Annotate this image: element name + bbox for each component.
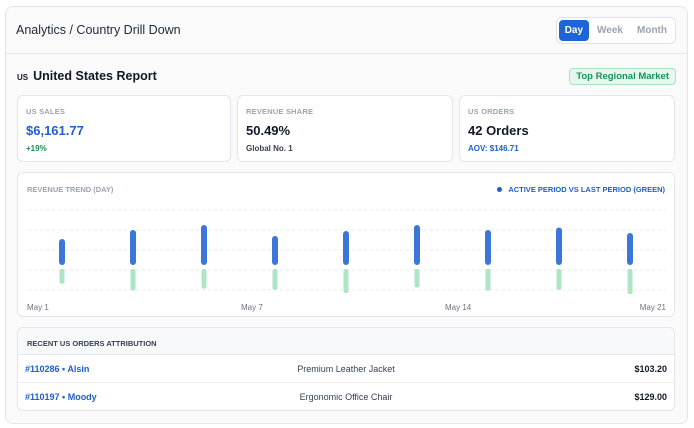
chart-legend: ACTIVE PERIOD VS LAST PERIOD (GREEN) — [497, 185, 665, 194]
table-row[interactable]: #110197 • Moody Ergonomic Office Chair $… — [18, 383, 674, 410]
kpi-sub: Global No. 1 — [246, 144, 293, 153]
last-period-bar — [59, 269, 65, 284]
kpi-label: US SALES — [26, 107, 66, 116]
order-amount: $103.20 — [634, 363, 667, 374]
active-period-bar — [59, 239, 65, 265]
page-title: Analytics / Country Drill Down — [16, 23, 181, 37]
x-tick-label: May 14 — [445, 303, 472, 312]
kpi-card-orders: US ORDERS 42 Orders AOV: $146.71 — [459, 95, 675, 162]
last-period-bar — [485, 269, 491, 291]
active-period-bar — [343, 231, 349, 265]
last-period-bar — [343, 269, 349, 294]
kpi-label: US ORDERS — [468, 107, 515, 116]
recent-orders-card: RECENT US ORDERS ATTRIBUTION #110286 • A… — [17, 327, 675, 411]
table-row[interactable]: #110286 • Alsin Premium Leather Jacket $… — [18, 355, 674, 383]
kpi-delta: +19% — [26, 144, 47, 153]
last-period-bar — [201, 269, 207, 289]
active-period-bar — [556, 227, 562, 265]
kpi-value: 42 Orders — [468, 123, 529, 138]
last-period-bar — [556, 269, 562, 290]
revenue-trend-chart: May 1 May 7 May 14 May 21 REVENUE TREND (DA… — [17, 172, 675, 317]
report-title: US United States Report — [17, 69, 157, 83]
report-header: US United States Report Top Regional Mar… — [17, 65, 676, 87]
order-id-link[interactable]: #110286 • Alsin — [25, 363, 90, 374]
active-period-bar — [485, 230, 491, 265]
active-period-bar — [130, 230, 136, 265]
legend-label: ACTIVE PERIOD VS LAST PERIOD (GREEN) — [508, 185, 665, 194]
last-period-bar — [627, 269, 633, 295]
period-day-button[interactable]: Day — [558, 19, 590, 41]
x-tick-label: May 7 — [241, 303, 263, 312]
period-month-button[interactable]: Month — [637, 24, 667, 36]
trend-chart-svg: May 1 May 7 May 14 May 21 — [27, 209, 667, 312]
country-code: US — [17, 73, 29, 82]
active-period-bar — [201, 225, 207, 265]
status-badge: Top Regional Market — [569, 67, 676, 85]
order-id-link[interactable]: #110197 • Moody — [25, 392, 97, 402]
x-tick-label: May 1 — [27, 303, 49, 312]
kpi-value: 50.49% — [246, 123, 291, 138]
last-period-bar — [130, 269, 136, 291]
x-tick-label: May 21 — [640, 303, 667, 312]
kpi-value: $6,161.77 — [26, 123, 84, 138]
top-header: Analytics / Country Drill Down Day Week … — [6, 7, 687, 54]
dashboard-frame: Analytics / Country Drill Down Day Week … — [5, 6, 688, 424]
kpi-card-sales: US SALES $6,161.77 +19% — [17, 95, 231, 162]
kpi-label: REVENUE SHARE — [246, 107, 314, 116]
last-period-bar — [414, 269, 420, 288]
period-week-button[interactable]: Week — [597, 24, 623, 36]
active-period-bar — [272, 236, 278, 265]
kpi-sub: AOV: $146.71 — [468, 144, 519, 153]
active-period-bar — [414, 225, 420, 265]
legend-dot-icon — [497, 187, 503, 192]
active-period-bar — [627, 233, 633, 265]
order-product: Ergonomic Office Chair — [299, 392, 393, 402]
kpi-card-share: REVENUE SHARE 50.49% Global No. 1 — [237, 95, 453, 162]
chart-title: REVENUE TREND (DAY) — [27, 185, 114, 194]
report-title-text: United States Report — [33, 69, 157, 83]
last-period-bar — [272, 269, 278, 290]
order-product: Premium Leather Jacket — [297, 363, 395, 374]
period-toggle: Day Week Month — [555, 16, 676, 44]
order-amount: $129.00 — [634, 392, 667, 402]
orders-title: RECENT US ORDERS ATTRIBUTION — [18, 328, 674, 355]
